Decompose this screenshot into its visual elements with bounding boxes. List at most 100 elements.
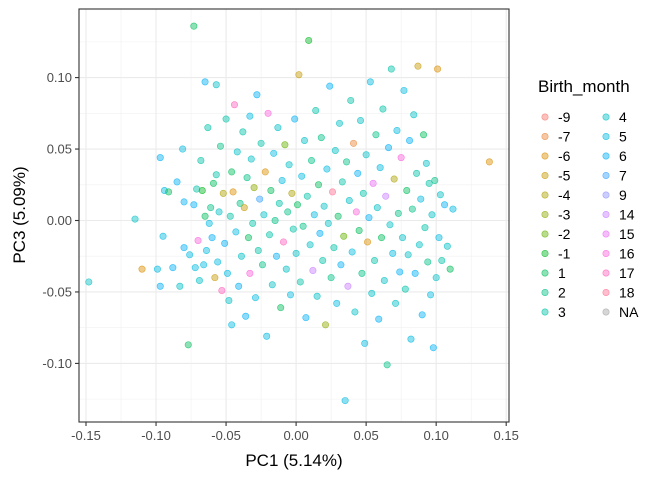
scatter-point <box>393 126 401 134</box>
scatter-point <box>407 335 415 343</box>
legend-key <box>602 250 610 258</box>
scatter-point <box>308 156 316 164</box>
scatter-point <box>383 361 391 369</box>
legend-key <box>541 211 549 219</box>
scatter-point <box>232 228 240 236</box>
scatter-point <box>159 232 167 240</box>
scatter-point <box>254 247 262 255</box>
scatter-point <box>301 136 309 144</box>
scatter-point <box>428 211 436 219</box>
scatter-point <box>364 238 372 246</box>
scatter-point <box>413 169 421 177</box>
scatter-point <box>337 261 345 269</box>
legend-label: 7 <box>619 168 627 184</box>
scatter-point <box>240 204 248 212</box>
scatter-point <box>242 312 250 320</box>
scatter-point <box>256 195 264 203</box>
scatter-point <box>400 86 408 94</box>
scatter-point <box>278 176 286 184</box>
scatter-point <box>415 241 423 249</box>
scatter-point <box>194 237 202 245</box>
scatter-point <box>357 116 365 124</box>
scatter-point <box>421 224 429 232</box>
scatter-point <box>441 201 449 209</box>
legend-label: 4 <box>619 109 627 125</box>
scatter-point <box>228 321 236 329</box>
scatter-point <box>284 208 292 216</box>
legend-key <box>541 230 549 238</box>
legend-label: 17 <box>619 265 635 281</box>
scatter-point <box>198 186 206 194</box>
legend: Birth_month -9 -7 -6 -5 -4 -3 -2 -1 1 2 3 4 5 6 7 9 14 15… <box>538 77 639 320</box>
scatter-point <box>410 111 418 119</box>
scatter-point <box>399 234 407 242</box>
scatter-point <box>197 156 205 164</box>
scatter-point <box>331 146 339 154</box>
scatter-point <box>260 211 268 219</box>
scatter-point <box>186 251 194 259</box>
scatter-point <box>422 159 430 167</box>
legend-label: 3 <box>558 304 566 320</box>
legend-key <box>541 133 549 141</box>
scatter-point <box>272 252 280 260</box>
scatter-point <box>292 249 300 257</box>
scatter-point <box>295 71 303 79</box>
scatter-point <box>233 148 241 156</box>
y-tick-label: 0.10 <box>47 70 72 85</box>
scatter-point <box>274 124 282 132</box>
scatter-point <box>282 265 290 273</box>
scatter-point <box>376 164 384 172</box>
scatter-point <box>209 179 217 187</box>
scatter-point <box>298 172 306 180</box>
scatter-point <box>193 185 201 193</box>
scatter-point <box>212 171 220 179</box>
scatter-point <box>222 115 230 123</box>
scatter-point <box>195 277 203 285</box>
scatter-point <box>270 149 278 157</box>
scatter-point <box>207 204 215 212</box>
scatter-point <box>246 269 254 277</box>
x-tick-label: -0.10 <box>141 428 171 443</box>
scatter-point <box>230 101 238 109</box>
scatter-point <box>184 341 192 349</box>
legend-key <box>541 172 549 180</box>
scatter-point <box>246 112 254 120</box>
scatter-point <box>310 211 318 219</box>
scatter-point <box>414 62 422 70</box>
scatter-point <box>432 274 440 282</box>
scatter-point <box>291 115 299 123</box>
scatter-point <box>286 291 294 299</box>
x-tick-label: -0.15 <box>71 428 101 443</box>
y-axis-title: PC3 (5.09%) <box>10 166 29 263</box>
scatter-point <box>160 186 168 194</box>
legend-key <box>602 133 610 141</box>
scatter-point <box>406 136 414 144</box>
scatter-point <box>347 96 355 104</box>
scatter-point <box>417 195 425 203</box>
scatter-point <box>403 186 411 194</box>
scatter-point <box>341 397 349 405</box>
scatter-point <box>344 282 352 290</box>
scatter-point <box>258 261 266 269</box>
scatter-point <box>418 311 426 319</box>
y-tick-label: 0.05 <box>47 142 72 157</box>
scatter-points <box>85 22 493 405</box>
plot-panel-background <box>79 9 509 422</box>
scatter-point <box>379 105 387 113</box>
x-tick-label: 0.00 <box>283 428 308 443</box>
y-tick-label: 0.00 <box>47 213 72 228</box>
scatter-point <box>385 144 393 152</box>
legend-key <box>602 308 610 316</box>
scatter-point <box>277 304 285 312</box>
scatter-point <box>289 225 297 233</box>
legend-key <box>541 113 549 121</box>
scatter-point <box>354 169 362 177</box>
plot-panel-border <box>78 8 510 423</box>
legend-label: -5 <box>558 168 571 184</box>
scatter-point <box>387 65 395 73</box>
scatter-point <box>131 215 139 223</box>
scatter-point <box>359 189 367 197</box>
y-axis-ticks: -0.10 -0.05 0.00 0.05 0.10 <box>42 70 79 371</box>
legend-label: -9 <box>558 109 571 125</box>
